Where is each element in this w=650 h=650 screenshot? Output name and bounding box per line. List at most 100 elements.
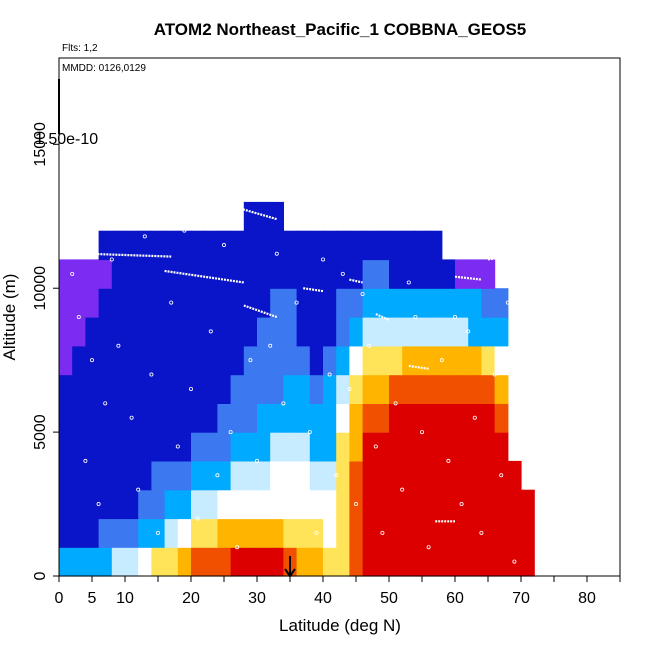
- heatmap-cell: [59, 489, 73, 520]
- heatmap-cell: [389, 518, 403, 548]
- heatmap-cell: [309, 518, 324, 548]
- heatmap-cell: [441, 345, 456, 376]
- heatmap-cell: [243, 489, 258, 520]
- heatmap-cell: [151, 317, 166, 347]
- heatmap-cell: [243, 201, 258, 232]
- heatmap-cell: [270, 403, 284, 433]
- heatmap-cell: [455, 288, 469, 318]
- heatmap-cell: [270, 460, 284, 491]
- heatmap-cell: [59, 259, 73, 289]
- heatmap-cell: [230, 345, 245, 376]
- heatmap-cell: [389, 374, 403, 404]
- heatmap-cell: [481, 432, 496, 462]
- heatmap-cell: [468, 403, 482, 433]
- sample-point: [274, 251, 279, 256]
- heatmap-cell: [296, 460, 311, 491]
- heatmap-cell: [98, 518, 113, 548]
- sample-point: [90, 358, 95, 363]
- heatmap-cell: [151, 345, 166, 376]
- heatmap-cell: [468, 288, 482, 318]
- heatmap-cell: [375, 547, 390, 577]
- heatmap-cell: [111, 317, 126, 347]
- heatmap-cell: [164, 345, 179, 376]
- heatmap-cell: [125, 460, 139, 491]
- heatmap-cell: [402, 288, 416, 318]
- sample-point: [169, 300, 174, 305]
- flight-track: [408, 364, 429, 370]
- sample-point: [221, 243, 226, 248]
- y-tick-label: 15000: [32, 122, 49, 167]
- heatmap-cell: [455, 374, 469, 404]
- heatmap-cell: [191, 460, 205, 491]
- heatmap-cell: [125, 547, 139, 577]
- sample-point: [76, 314, 81, 319]
- heatmap-cell: [191, 489, 205, 520]
- heatmap-cell: [151, 460, 166, 491]
- heatmap-cell: [138, 547, 152, 577]
- heatmap-cell: [217, 518, 232, 548]
- heatmap-cell: [217, 403, 232, 433]
- heatmap-cell: [507, 489, 522, 520]
- heatmap-cell: [323, 288, 337, 318]
- heatmap-cell: [349, 518, 364, 548]
- heatmap-cell: [415, 460, 430, 491]
- heatmap-cell: [243, 374, 258, 404]
- heatmap-cell: [177, 259, 192, 289]
- heatmap-cell: [138, 489, 152, 520]
- heatmap-cell: [72, 259, 86, 289]
- heatmap-cell: [125, 259, 139, 289]
- x-tick-label: 0: [55, 590, 64, 607]
- heatmap-cell: [164, 230, 179, 261]
- sample-point: [175, 444, 180, 449]
- heatmap-cell: [296, 317, 311, 347]
- heatmap-cell: [243, 432, 258, 462]
- heatmap-cell: [59, 460, 73, 491]
- heatmap-cell: [362, 460, 377, 491]
- heatmap-cell: [507, 518, 522, 548]
- heatmap-cell: [151, 288, 166, 318]
- heatmap-cell: [111, 345, 126, 376]
- heatmap-cell: [217, 547, 232, 577]
- heatmap-cell: [164, 403, 179, 433]
- heatmap-cell: [309, 374, 324, 404]
- sample-point: [400, 487, 405, 492]
- heatmap-cell: [72, 374, 86, 404]
- heatmap-cell: [362, 518, 377, 548]
- heatmap-cell: [191, 403, 205, 433]
- heatmap-cell: [362, 489, 377, 520]
- heatmap-cell: [415, 345, 430, 376]
- heatmap-cell: [138, 317, 152, 347]
- heatmap-cell: [428, 317, 443, 347]
- flight-track: [236, 206, 278, 221]
- heatmap-cell: [230, 317, 245, 347]
- heatmap-cell: [98, 489, 113, 520]
- heatmap-cell: [309, 345, 324, 376]
- heatmap-cell: [164, 432, 179, 462]
- heatmap-cell: [270, 317, 284, 347]
- heatmap-cell: [507, 460, 522, 491]
- heatmap-cell: [125, 374, 139, 404]
- heatmap-cell: [257, 432, 271, 462]
- heatmap-cell: [191, 259, 205, 289]
- heatmap-cell: [59, 345, 73, 376]
- heatmap-cell: [98, 432, 113, 462]
- heatmap-cell: [270, 345, 284, 376]
- heatmap-cell: [349, 403, 364, 433]
- heatmap-cell: [481, 403, 496, 433]
- heatmap-cell: [428, 374, 443, 404]
- heatmap-cell: [428, 547, 443, 577]
- heatmap-cell: [468, 259, 482, 289]
- heatmap-cell: [164, 547, 179, 577]
- latitude-marker-arrow: [284, 556, 296, 578]
- heatmap-cell: [138, 230, 152, 261]
- heatmap-cell: [521, 489, 535, 520]
- heatmap-cell: [138, 288, 152, 318]
- sample-point: [512, 559, 517, 564]
- heatmap-cell: [428, 518, 443, 548]
- heatmap-cell: [217, 489, 232, 520]
- heatmap-cell: [59, 403, 73, 433]
- sample-point: [505, 300, 510, 305]
- heatmap-cell: [415, 259, 430, 289]
- heatmap-cell: [204, 547, 218, 577]
